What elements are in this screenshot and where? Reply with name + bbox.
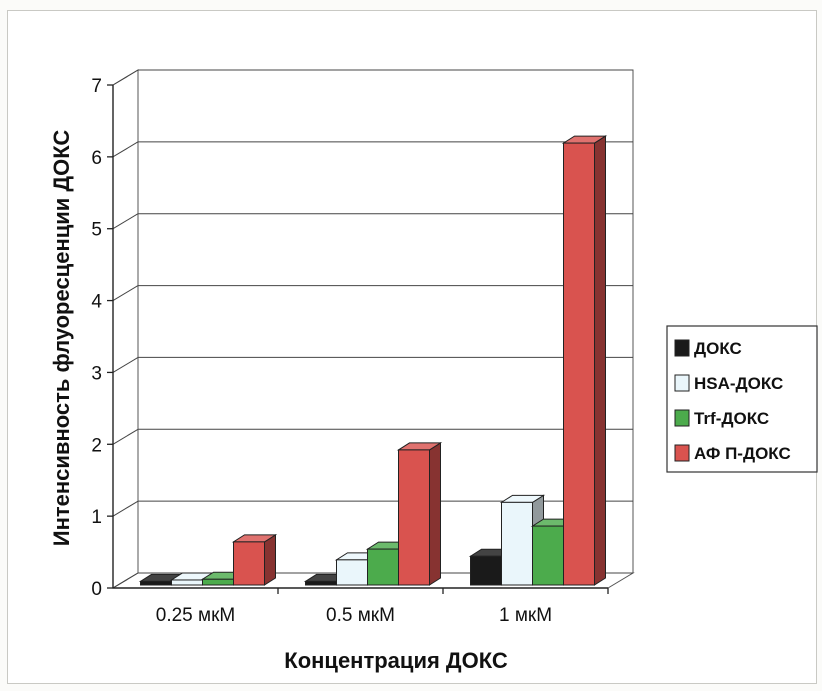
legend-label: HSA-ДОКС <box>694 374 783 393</box>
bar-side <box>429 441 441 586</box>
bar-front <box>470 555 502 586</box>
side-wall <box>112 69 139 589</box>
x-tick-label: 1 мкМ <box>499 605 552 626</box>
gridline-side <box>112 213 139 230</box>
bar-1-3 <box>396 441 443 586</box>
bar-0-3 <box>231 533 278 586</box>
bar-side <box>594 135 606 586</box>
back-wall <box>137 69 634 574</box>
legend-swatch <box>674 409 690 427</box>
bar-front <box>532 525 564 586</box>
bar-front <box>305 580 337 586</box>
legend-label: АФ П-ДОКС <box>694 444 791 463</box>
gridline-side <box>112 356 139 373</box>
y-axis-title: Интенсивность флуоресценции ДОКС <box>49 130 74 547</box>
bar-front <box>140 580 172 586</box>
gridline-side <box>112 141 139 158</box>
chart-walls <box>111 69 635 589</box>
bar-front <box>202 578 234 586</box>
legend-swatch <box>674 374 690 392</box>
bar-2-3 <box>561 135 608 586</box>
legend-swatch <box>674 444 690 462</box>
legend-box <box>666 325 818 473</box>
y-tick-label: 3 <box>91 363 102 384</box>
x-axis-title: Концентрация ДОКС <box>284 648 508 673</box>
bar-front <box>367 548 399 586</box>
gridline-side <box>112 500 139 517</box>
y-tick-label: 7 <box>91 76 102 97</box>
legend-label: Trf-ДОКС <box>694 409 769 428</box>
bar-front <box>233 541 265 586</box>
legend-label: ДОКС <box>694 339 742 358</box>
bar-front <box>398 449 430 586</box>
gridline-side <box>112 285 139 302</box>
bar-front <box>171 579 203 586</box>
x-tick-label: 0.25 мкМ <box>156 605 235 626</box>
x-tick-labels: 0.25 мкМ 0.5 мкМ 1 мкМ <box>156 605 552 626</box>
gridline-side <box>112 572 139 589</box>
bar-front <box>563 142 595 586</box>
y-tick-label: 1 <box>91 507 102 528</box>
bar-side <box>264 533 276 586</box>
gridline-side <box>112 428 139 445</box>
y-tick-labels: 0 1 2 3 4 5 6 7 <box>91 76 102 600</box>
bars <box>138 135 608 586</box>
bar-front <box>501 501 533 586</box>
x-tick-label: 0.5 мкМ <box>326 605 395 626</box>
y-tick-label: 4 <box>91 292 102 313</box>
y-tick-label: 5 <box>91 220 102 241</box>
legend-swatch <box>674 339 690 357</box>
y-tick-label: 2 <box>91 435 102 456</box>
y-tick-label: 6 <box>91 148 102 169</box>
legend: ДОКС HSA-ДОКС Trf-ДОКС АФ П-ДОКС <box>666 325 818 473</box>
bar-front <box>336 559 368 586</box>
gridline-side <box>112 69 139 86</box>
y-tick-label: 0 <box>91 579 102 600</box>
gridlines <box>107 69 633 594</box>
axis-titles: Концентрация ДОКС Интенсивность флуоресце… <box>49 130 508 673</box>
